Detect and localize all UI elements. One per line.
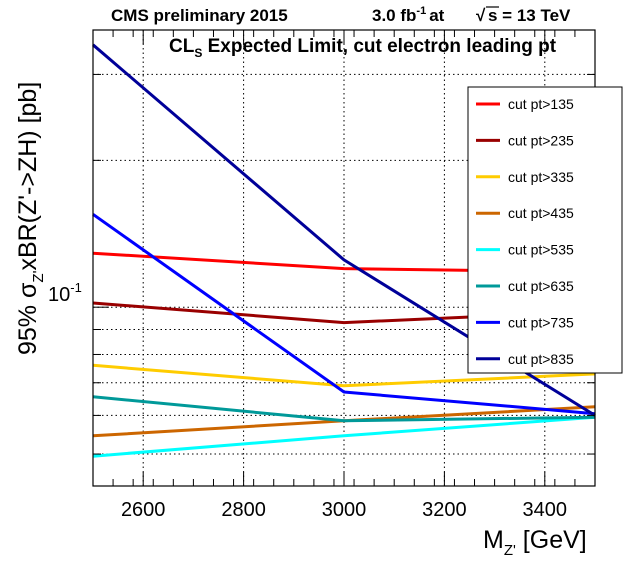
sqrt-symbol: √: [476, 6, 486, 25]
legend-label: cut pt>335: [508, 169, 574, 185]
legend-label: cut pt>735: [508, 314, 574, 330]
luminosity-label: 3.0 fb-1 at: [372, 5, 445, 25]
series-line: [92, 363, 596, 388]
x-tick-label: 2800: [221, 499, 266, 521]
series-line: [92, 395, 596, 423]
legend-label: cut pt>435: [508, 205, 574, 221]
plot-subtitle: CLS Expected Limit, cut electron leading…: [169, 36, 557, 60]
legend: cut pt>135 cut pt>235 cut pt>335 cut pt>435…: [467, 86, 623, 374]
legend-label: cut pt>635: [508, 278, 574, 294]
series-line: [92, 415, 596, 458]
legend-label: cut pt>835: [508, 351, 574, 367]
x-tick-label: 3000: [322, 499, 367, 521]
energy-label: s = 13 TeV: [488, 6, 571, 25]
sqrt-s-label: √ s = 13 TeV: [476, 6, 571, 25]
legend-label: cut pt>535: [508, 242, 574, 258]
x-tick-label: 3400: [523, 499, 568, 521]
x-axis-title: MZ' [GeV]: [483, 526, 587, 559]
legend-label: cut pt>135: [508, 96, 574, 112]
y-axis-title: 95% σZ'xBR(Z'->ZH) [pb]: [14, 82, 47, 355]
x-tick-labels: 2600 2800 3000 3200 3400: [121, 499, 567, 521]
experiment-label: CMS preliminary 2015: [111, 6, 288, 25]
legend-label: cut pt>235: [508, 132, 574, 148]
x-tick-label: 2600: [121, 499, 166, 521]
x-tick-label: 3200: [422, 499, 467, 521]
y-tick-label: 10-1: [48, 280, 82, 306]
legend-box: [467, 86, 623, 374]
series-line: [92, 213, 596, 416]
